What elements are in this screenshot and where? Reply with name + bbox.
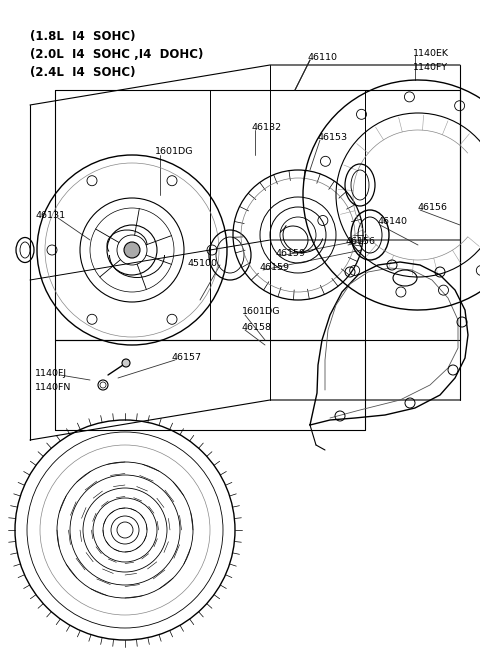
Text: 1140FY: 1140FY [413,64,448,72]
Text: 1140EK: 1140EK [413,49,449,58]
Text: (1.8L  I4  SOHC): (1.8L I4 SOHC) [30,30,135,43]
Text: 46110: 46110 [308,53,338,62]
Circle shape [124,242,140,258]
Text: 46131: 46131 [35,210,65,219]
Text: (2.4L  I4  SOHC): (2.4L I4 SOHC) [30,66,135,79]
Text: 45100: 45100 [188,258,218,267]
Text: 46132: 46132 [252,122,282,131]
Text: 46156: 46156 [418,202,448,212]
Text: 1601DG: 1601DG [155,148,193,156]
Text: 46159: 46159 [260,263,290,273]
Circle shape [122,359,130,367]
Text: 46153: 46153 [317,133,347,141]
Text: 1140FN: 1140FN [35,384,72,392]
Text: 46158: 46158 [242,323,272,332]
Text: 46159: 46159 [276,248,306,258]
Text: 46140: 46140 [377,217,407,227]
Text: 46156: 46156 [345,237,375,246]
Text: (2.0L  I4  SOHC ,I4  DOHC): (2.0L I4 SOHC ,I4 DOHC) [30,48,204,61]
Text: 46157: 46157 [172,353,202,363]
Text: 1140FJ: 1140FJ [35,369,67,378]
Text: 1601DG: 1601DG [242,307,280,317]
